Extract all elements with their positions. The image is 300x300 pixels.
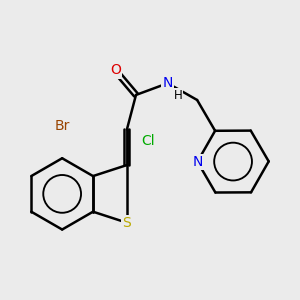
Text: Br: Br [55, 119, 70, 133]
Text: H: H [174, 89, 182, 102]
Text: O: O [110, 64, 121, 77]
Text: N: N [192, 155, 203, 169]
Text: N: N [163, 76, 173, 90]
Text: S: S [122, 216, 131, 230]
Text: Cl: Cl [141, 134, 154, 148]
